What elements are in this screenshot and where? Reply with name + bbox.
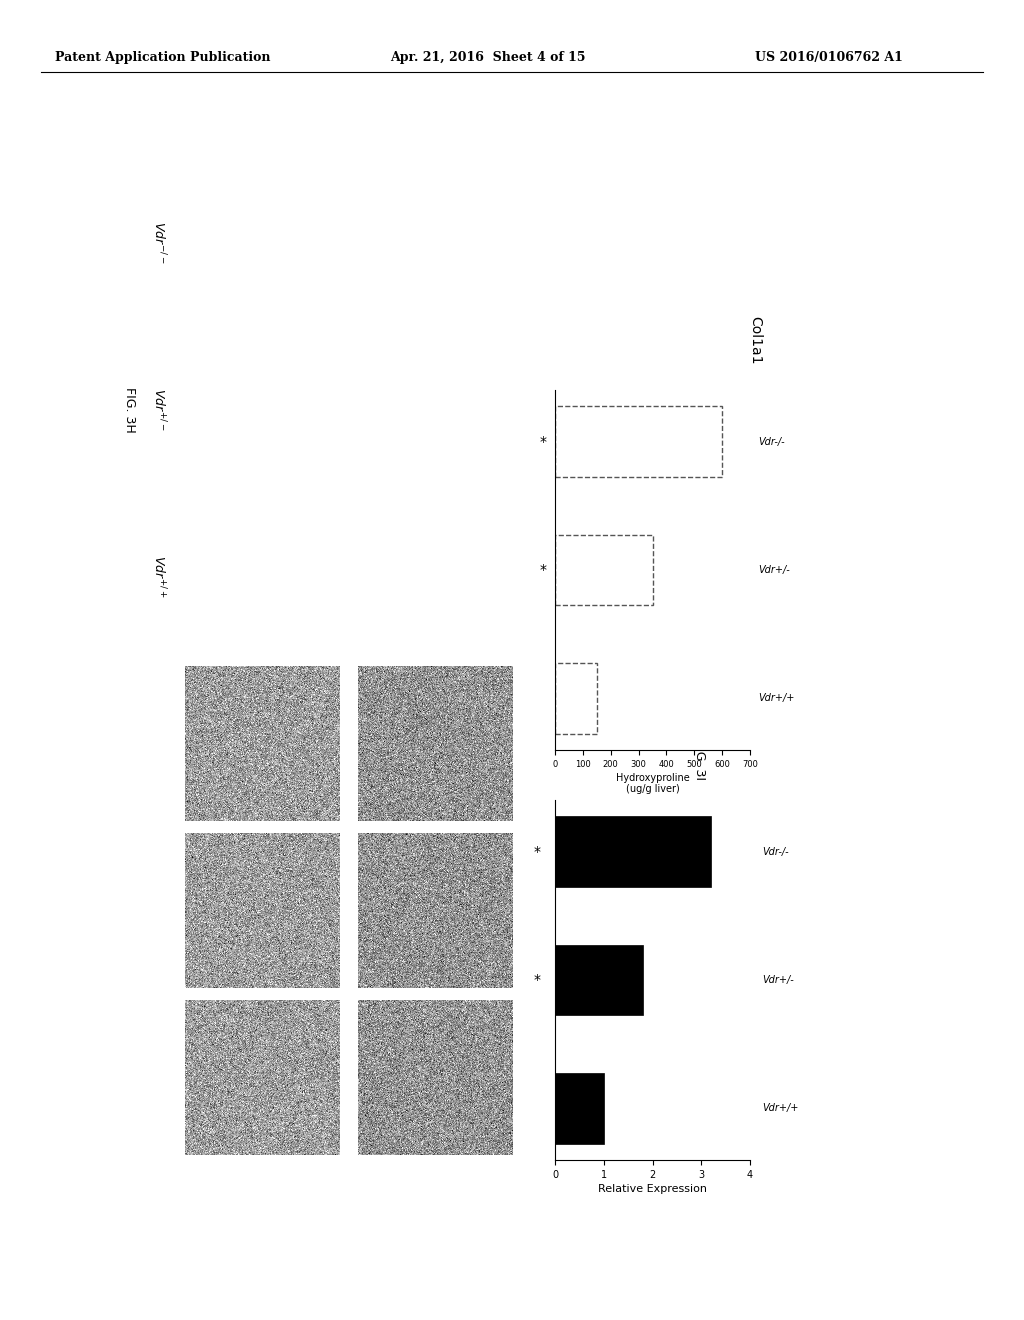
Bar: [555, 535, 652, 606]
Text: $Vdr^{+/-}$: $Vdr^{+/-}$: [151, 388, 167, 430]
Bar: [555, 816, 711, 887]
Text: Sirius Red: Sirius Red: [256, 676, 269, 739]
Text: Vdr-/-: Vdr-/-: [759, 437, 785, 446]
Text: Vdr+/-: Vdr+/-: [759, 565, 791, 576]
Text: *: *: [540, 564, 547, 577]
Bar: [555, 1073, 604, 1143]
Text: Vdr-/-: Vdr-/-: [762, 846, 788, 857]
Text: Vdr+/-: Vdr+/-: [762, 975, 794, 985]
Text: $Vdr^{+/+}$: $Vdr^{+/+}$: [151, 556, 167, 598]
Text: US 2016/0106762 A1: US 2016/0106762 A1: [755, 51, 903, 65]
Text: Patent Application Publication: Patent Application Publication: [55, 51, 270, 65]
Bar: [555, 945, 643, 1015]
Text: Apr. 21, 2016  Sheet 4 of 15: Apr. 21, 2016 Sheet 4 of 15: [390, 51, 586, 65]
Text: Vdr+/+: Vdr+/+: [762, 1104, 799, 1113]
Bar: [555, 663, 597, 734]
Text: Col1a1: Col1a1: [748, 315, 762, 364]
Text: Vdr+/+: Vdr+/+: [759, 693, 795, 704]
X-axis label: Hydroxyproline
(ug/g liver): Hydroxyproline (ug/g liver): [615, 774, 689, 795]
Text: *: *: [534, 845, 541, 858]
Text: FIG. 3I: FIG. 3I: [693, 741, 707, 780]
Text: FIG. 3H: FIG. 3H: [124, 387, 136, 433]
Bar: [555, 407, 722, 477]
Text: *: *: [540, 434, 547, 449]
Text: FIG. 3J: FIG. 3J: [693, 440, 707, 480]
X-axis label: Relative Expression: Relative Expression: [598, 1184, 707, 1193]
Text: *: *: [534, 973, 541, 987]
Text: H&E: H&E: [429, 676, 442, 704]
Text: $Vdr^{-/-}$: $Vdr^{-/-}$: [151, 222, 167, 264]
